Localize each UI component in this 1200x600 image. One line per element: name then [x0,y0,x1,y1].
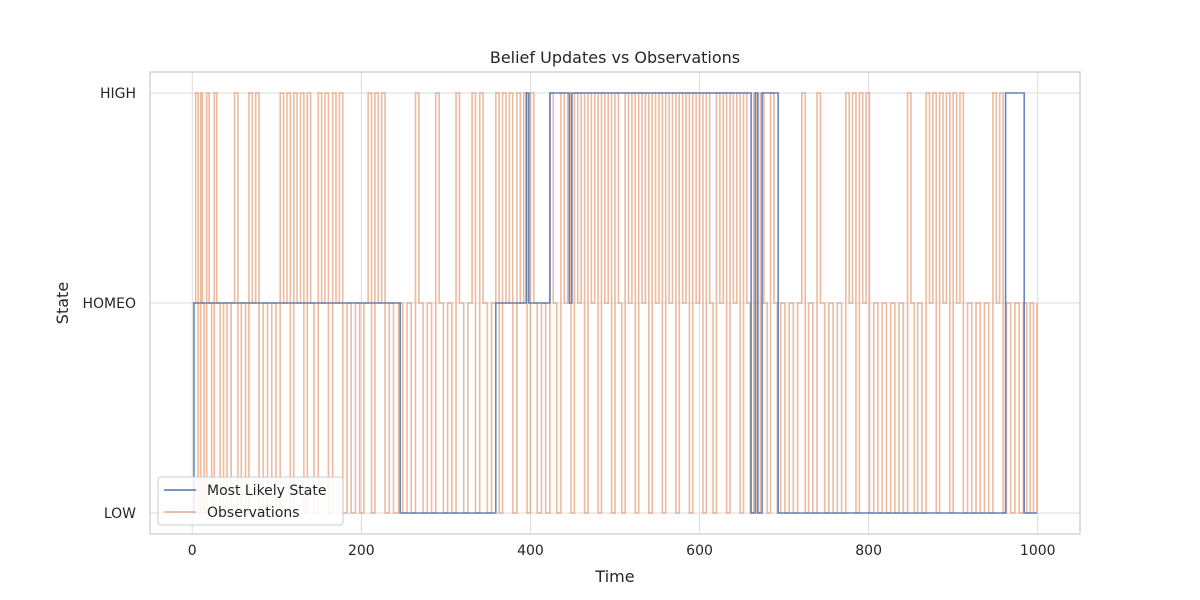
series-layer [192,92,1038,514]
legend: Most Likely State Observations [157,476,344,526]
observations-line [192,92,1038,514]
legend-entry: Observations [207,505,300,521]
x-tick-label: 1000 [1020,543,1056,559]
y-tick-label: HOMEO [83,296,137,312]
plot-frame [149,71,1081,535]
most-likely-state-line [192,92,1037,514]
x-tick-label: 200 [348,543,375,559]
x-tick-label: 800 [855,543,882,559]
x-tick-label: 400 [517,543,544,559]
x-tick-labels: 0 200 400 600 800 1000 [188,543,1056,559]
y-tick-labels: LOW HOMEO HIGH [83,86,137,522]
x-tick-label: 600 [686,543,713,559]
y-tick-label: LOW [104,506,136,522]
x-axis-label: Time [594,567,634,586]
legend-entry: Most Likely State [207,483,326,499]
legend-box [157,476,344,526]
chart-title: Belief Updates vs Observations [490,48,740,67]
y-axis-label: State [53,282,72,324]
x-tick-label: 0 [188,543,197,559]
y-tick-label: HIGH [100,86,136,102]
